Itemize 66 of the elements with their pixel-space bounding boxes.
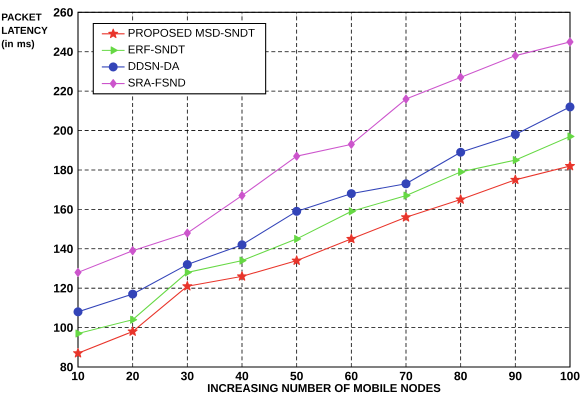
point xyxy=(184,228,191,238)
point xyxy=(565,102,575,112)
point xyxy=(292,255,302,265)
x-tick-label: 30 xyxy=(180,372,194,380)
legend-label: PROPOSED MSD-SNDT xyxy=(128,28,255,37)
x-tick-label: 40 xyxy=(236,372,248,380)
y-tick-label: 100 xyxy=(54,323,73,332)
point xyxy=(510,130,520,140)
y-tick-label: 240 xyxy=(54,47,73,56)
point xyxy=(348,140,355,149)
x-tick-label: 100 xyxy=(560,372,580,380)
y-tick-label: 220 xyxy=(54,86,73,96)
point xyxy=(130,316,138,324)
point xyxy=(73,348,83,358)
y-tick-label: 180 xyxy=(54,166,73,174)
point xyxy=(456,148,466,157)
point xyxy=(402,94,410,104)
point xyxy=(346,189,356,198)
point xyxy=(456,194,466,204)
point xyxy=(237,271,247,281)
point xyxy=(237,240,247,250)
y-tick-label: 200 xyxy=(54,126,73,135)
point xyxy=(128,326,138,336)
x-tick-label: 20 xyxy=(126,372,139,380)
y-axis-title: PACKET LATENCY (in ms) xyxy=(2,13,48,50)
point xyxy=(239,256,247,265)
point xyxy=(346,234,356,244)
point xyxy=(182,281,192,291)
point xyxy=(129,246,136,256)
point xyxy=(294,234,302,243)
legend-label: ERF-SNDT xyxy=(128,45,185,54)
point xyxy=(401,179,411,188)
point xyxy=(182,260,192,270)
x-tick-label: 60 xyxy=(345,372,358,380)
point xyxy=(457,72,464,82)
point xyxy=(293,152,300,161)
point xyxy=(74,268,82,277)
point xyxy=(401,212,411,222)
point xyxy=(238,191,246,200)
x-axis-title: INCREASING NUMBER OF MOBILE NODES xyxy=(208,384,440,392)
y-tick-label: 140 xyxy=(54,244,73,254)
point xyxy=(403,192,411,200)
point xyxy=(567,132,575,140)
point xyxy=(348,207,356,216)
x-tick-label: 50 xyxy=(290,372,303,380)
point xyxy=(512,156,520,164)
point xyxy=(75,330,83,338)
point xyxy=(512,51,519,60)
y-tick-label: 120 xyxy=(54,284,73,292)
y-tick-label: 80 xyxy=(60,362,73,372)
x-tick-label: 10 xyxy=(72,372,84,380)
y-tick-label: 160 xyxy=(54,205,73,214)
point xyxy=(566,37,574,46)
legend-label: DDSN-DA xyxy=(128,62,180,70)
x-tick-label: 80 xyxy=(454,372,467,380)
point xyxy=(73,307,83,316)
point xyxy=(510,174,520,184)
point xyxy=(184,268,192,276)
point xyxy=(565,160,575,170)
x-tick-label: 70 xyxy=(400,372,412,380)
y-tick-label: 260 xyxy=(54,8,73,17)
point xyxy=(458,168,466,176)
legend-label: SRA-FSND xyxy=(128,78,186,87)
point xyxy=(292,206,302,216)
x-tick-label: 90 xyxy=(509,372,522,380)
point xyxy=(128,290,138,299)
